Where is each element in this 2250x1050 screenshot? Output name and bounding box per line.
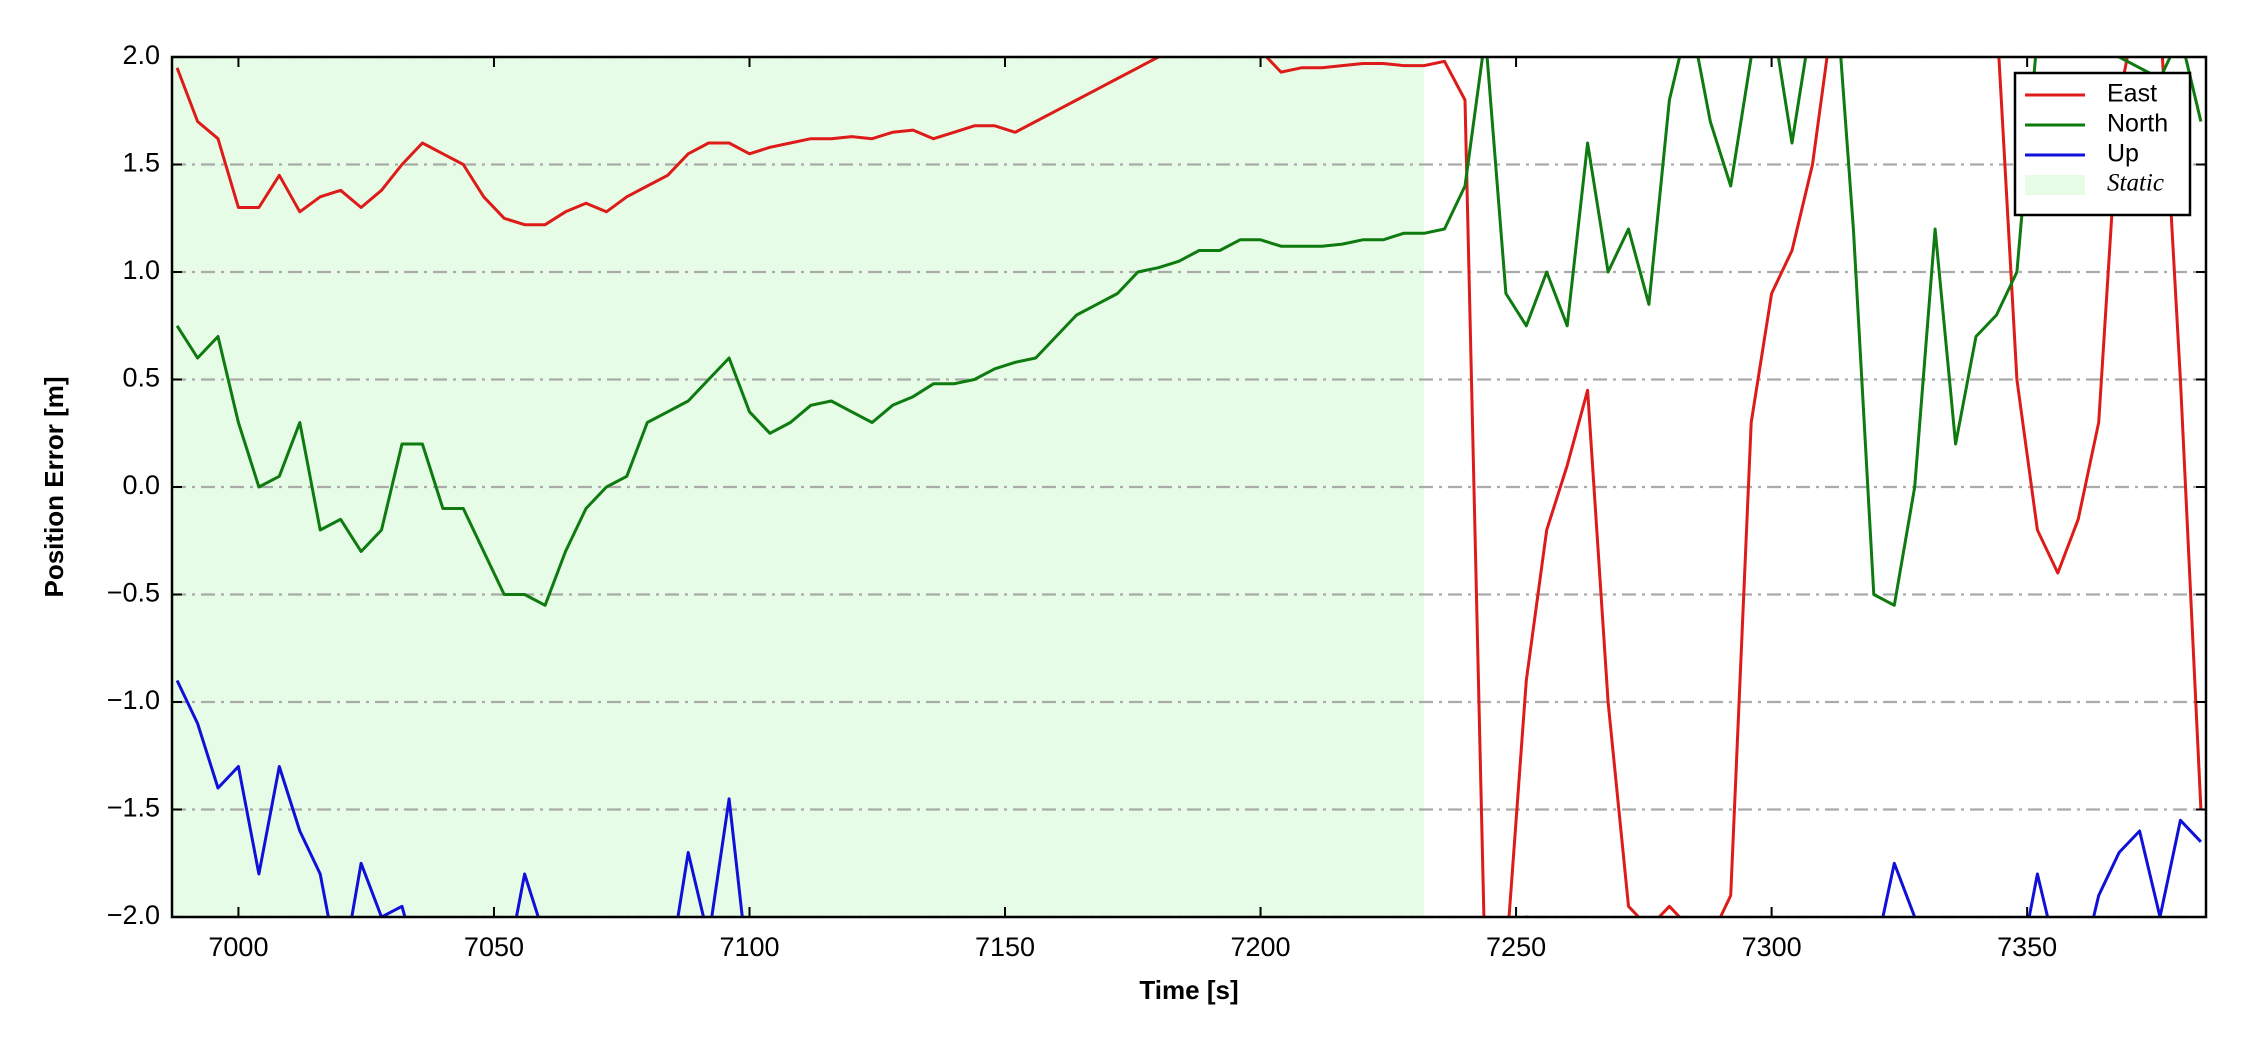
x-tick-label: 7200 xyxy=(1231,932,1291,962)
y-tick-label: −1.0 xyxy=(107,685,160,715)
x-tick-label: 7000 xyxy=(208,932,268,962)
x-tick-label: 7100 xyxy=(719,932,779,962)
series-line xyxy=(175,57,2203,607)
y-tick-label: 0.5 xyxy=(122,363,160,393)
x-axis-label: Time [s] xyxy=(1139,975,1238,1005)
y-tick-label: −0.5 xyxy=(107,578,160,608)
legend-label: Up xyxy=(2107,140,2139,168)
x-tick-label: 7250 xyxy=(1486,932,1546,962)
y-tick-label: 2.0 xyxy=(122,40,160,70)
x-tick-label: 7300 xyxy=(1742,932,1802,962)
axes-layer: −2.0 −1.5 −1.0 −0.5 0.0 0.5 1.0 1.5 2.0 7000 7050 7… xyxy=(107,40,2206,962)
lines-layer xyxy=(175,57,2203,917)
y-tick-label: 1.5 xyxy=(122,148,160,178)
y-tick-label: 0.0 xyxy=(122,470,160,500)
x-tick-label: 7350 xyxy=(1997,932,2057,962)
x-tick-label: 7150 xyxy=(975,932,1035,962)
legend-label: Static xyxy=(2107,170,2164,197)
legend-label: East xyxy=(2107,80,2157,108)
legend-swatch xyxy=(2025,175,2085,195)
x-tick-label: 7050 xyxy=(464,932,524,962)
legend-label: North xyxy=(2107,110,2168,138)
y-axis-label: Position Error [m] xyxy=(39,376,69,597)
y-tick-label: 1.0 xyxy=(122,255,160,285)
y-tick-label: −2.0 xyxy=(107,900,160,930)
y-tick-label: −1.5 xyxy=(107,793,160,823)
series-line xyxy=(175,57,2203,917)
